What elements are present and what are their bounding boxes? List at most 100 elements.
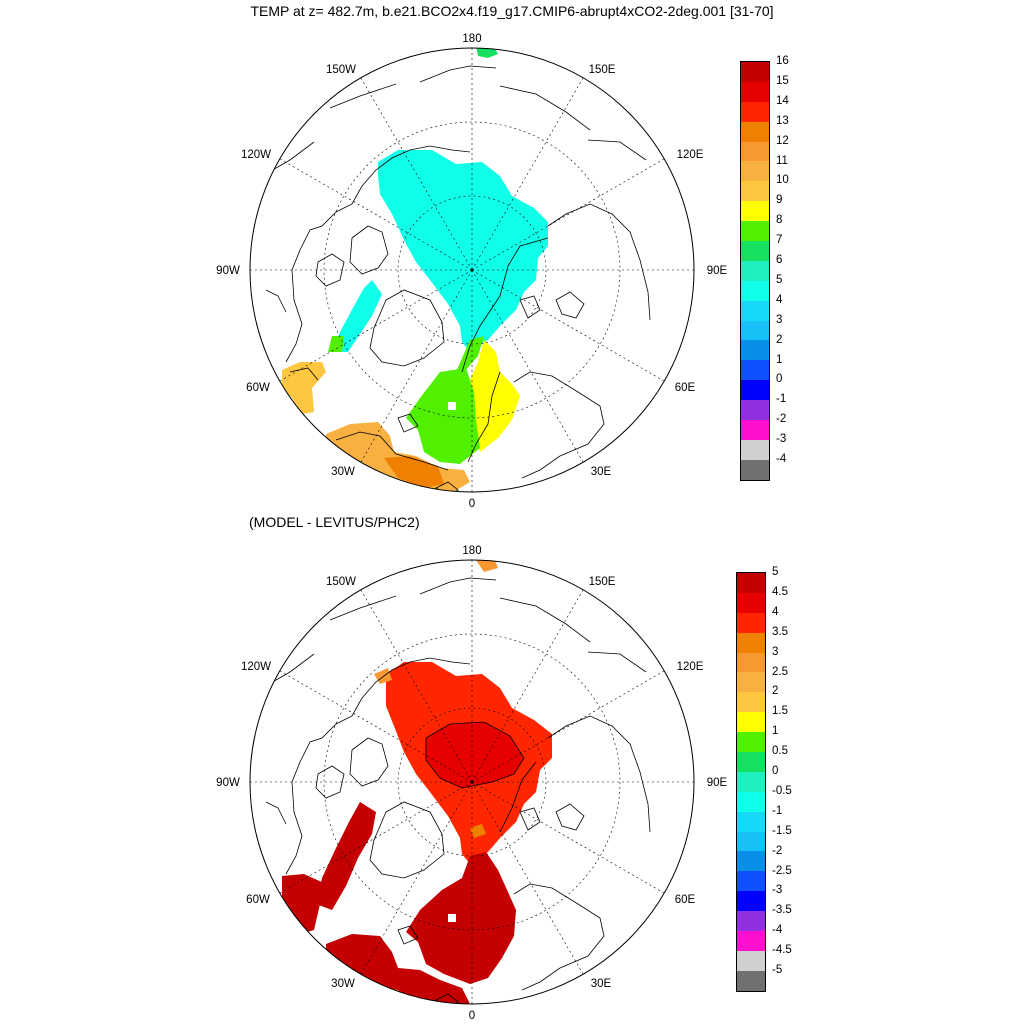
lon-label-120e: 120E (677, 149, 704, 161)
coastlines (261, 577, 651, 1004)
contour-line (425, 721, 525, 789)
map-boundary-bottom (249, 559, 695, 1005)
colorbar-swatches (736, 572, 766, 992)
polar-map-top: 180 150E 120E 90E 60E 30E 0 30W 60W 90W … (216, 33, 728, 510)
colorbar-label: 10 (776, 174, 789, 187)
colorbar-swatch (737, 652, 765, 673)
lon-label-90w: 90W (216, 265, 240, 277)
colorbar-swatch (737, 692, 765, 713)
colorbar-swatch (741, 181, 769, 202)
map-panel-top: 180 150E 120E 90E 60E 30E 0 30W 60W 90W … (216, 33, 728, 510)
field-region-labrador-sea (282, 362, 326, 414)
colorbar-label: 4 (776, 293, 783, 306)
lon-label-150w: 150W (326, 576, 356, 588)
colorbar-swatch (741, 400, 769, 421)
colorbar-label: 0 (776, 373, 783, 386)
map-boundary-top (249, 47, 695, 493)
field-region-north-atlantic (326, 934, 470, 1004)
lon-label-180: 180 (462, 33, 481, 45)
colorbar-swatch (741, 101, 769, 122)
colorbar-swatch (737, 592, 765, 613)
colorbar-swatch (737, 970, 765, 991)
lon-label-120w: 120W (241, 661, 271, 673)
colorbar-label: 1.5 (772, 705, 788, 718)
contour-line (499, 761, 537, 833)
colorbar-label: 4.5 (772, 585, 788, 598)
colorbar-swatch (741, 221, 769, 242)
field-region-barents-sea (468, 340, 520, 452)
polar-map-bottom: 180 150E 120E 90E 60E 30E 0 30W 60W 90W … (216, 545, 728, 1022)
colorbar-label: 14 (776, 94, 789, 107)
colorbar-swatch (737, 573, 765, 593)
colorbar-swatch (741, 121, 769, 142)
lon-label-60e: 60E (675, 894, 696, 906)
colorbar-swatch (741, 280, 769, 301)
colorbar-label: -5 (772, 964, 783, 977)
field-region-baffin-mouth (328, 336, 344, 352)
colorbar-label: 5 (772, 566, 779, 578)
colorbar-label: -3.5 (772, 904, 792, 917)
colorbar-label: 9 (776, 194, 783, 207)
colorbar-swatch (737, 851, 765, 872)
colorbar-swatch (737, 632, 765, 653)
colorbar-label: 3.5 (772, 625, 788, 638)
colorbar-label: -2 (776, 413, 787, 426)
colorbar-swatch (737, 612, 765, 633)
colorbar-swatch (741, 459, 769, 480)
graticule-bottom (250, 560, 694, 1004)
field-region-baffin-bay (332, 280, 382, 352)
graticule-top (250, 48, 694, 492)
colorbar-label: 2 (776, 333, 783, 346)
lon-label-0: 0 (469, 1010, 475, 1022)
lon-label-150w: 150W (326, 64, 356, 76)
map-field-top (261, 48, 651, 492)
lon-label-30e: 30E (591, 466, 612, 478)
lon-label-30w: 30W (331, 466, 355, 478)
field-land-jan-mayen (448, 914, 456, 922)
colorbar-swatch (737, 732, 765, 753)
colorbar-label: 2 (772, 685, 779, 698)
lon-label-60e: 60E (675, 382, 696, 394)
colorbar-label: 6 (776, 254, 783, 267)
colorbar-swatch (741, 241, 769, 261)
colorbar-swatch (741, 201, 769, 222)
colorbar-swatch (741, 141, 769, 162)
colorbar-swatch (741, 320, 769, 341)
colorbar-swatch (737, 811, 765, 832)
colorbar-label: 5 (776, 273, 783, 286)
colorbar-label: 2.5 (772, 665, 788, 678)
field-region-arctic-patch (470, 824, 486, 838)
colorbar-swatch (741, 81, 769, 102)
colorbar-label: 8 (776, 214, 783, 227)
colorbar-label: -2.5 (772, 864, 792, 877)
colorbar-label: -1 (776, 393, 787, 406)
field-region-labrador-sea (282, 874, 326, 934)
colorbar-label: 0 (772, 765, 779, 778)
colorbar-swatch (737, 911, 765, 932)
colorbar-swatches (740, 61, 770, 481)
field-region-nordic-seas (406, 368, 480, 464)
map-field-bottom (261, 560, 651, 1004)
lon-label-90e: 90E (707, 265, 728, 277)
colorbar-label: -3 (772, 884, 783, 897)
lon-label-60w: 60W (246, 382, 270, 394)
figure-title: TEMP at z= 482.7m, b.e21.BCO2x4.f19_g17.… (250, 3, 774, 19)
field-region-fram-strait (456, 336, 484, 372)
colorbar-swatch (737, 831, 765, 852)
coastlines (261, 65, 651, 492)
map-panel-bottom: 180 150E 120E 90E 60E 30E 0 30W 60W 90W … (0, 512, 1024, 1024)
colorbar-label: 7 (776, 234, 783, 247)
colorbar-label: -1.5 (772, 824, 792, 837)
colorbar-label: -4 (772, 924, 783, 937)
lon-label-150e: 150E (589, 576, 616, 588)
contour-line (289, 367, 319, 381)
field-region-arctic-basin (378, 150, 548, 352)
colorbar-label: -0.5 (772, 784, 792, 797)
colorbar-label: 0.5 (772, 745, 788, 758)
colorbar-label: 3 (772, 645, 779, 658)
field-land-jan-mayen (448, 402, 456, 410)
colorbar-swatch (741, 300, 769, 321)
colorbar-swatch (737, 931, 765, 951)
colorbar-swatch (741, 161, 769, 182)
lon-label-90e: 90E (707, 777, 728, 789)
